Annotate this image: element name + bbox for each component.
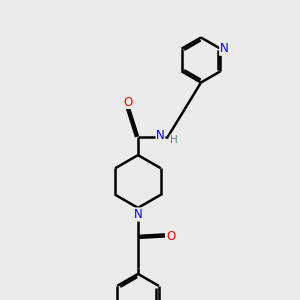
Text: H: H	[170, 135, 178, 145]
Text: N: N	[134, 208, 142, 221]
Text: O: O	[167, 230, 176, 243]
Text: N: N	[156, 128, 165, 142]
Text: O: O	[123, 95, 132, 109]
Text: N: N	[220, 42, 229, 55]
